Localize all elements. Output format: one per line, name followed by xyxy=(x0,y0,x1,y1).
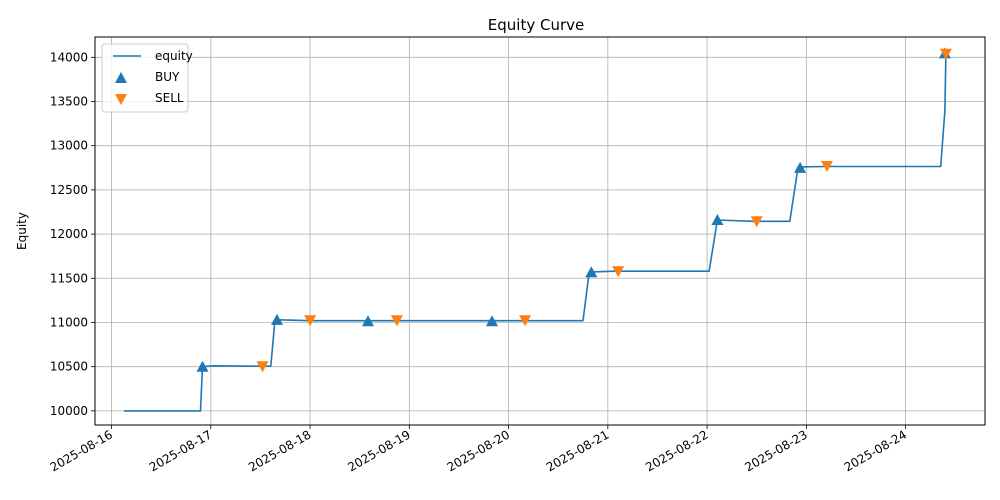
buy-marker xyxy=(362,315,374,327)
sell-marker xyxy=(390,315,403,327)
buy-marker xyxy=(271,313,283,325)
sell-marker xyxy=(750,216,763,228)
buy-marker xyxy=(711,214,724,225)
y-tick-label: 14000 xyxy=(50,50,88,64)
buy-marker xyxy=(794,161,807,173)
sell-marker xyxy=(519,315,532,327)
sell-marker xyxy=(304,315,317,327)
legend-buy-label: BUY xyxy=(155,70,180,84)
legend-buy-marker xyxy=(115,72,127,83)
y-axis-label: Equity xyxy=(15,212,29,250)
sell-marker xyxy=(821,161,833,172)
sell-marker xyxy=(939,48,952,60)
y-tick-label: 10000 xyxy=(50,404,88,418)
y-tick-label: 10500 xyxy=(50,360,88,374)
buy-marker xyxy=(486,315,498,327)
y-tick-label: 12500 xyxy=(50,183,88,197)
buy-marker xyxy=(196,360,209,372)
buy-marker xyxy=(585,266,598,278)
sell-marker xyxy=(256,361,269,373)
y-tick-label: 11000 xyxy=(50,315,88,329)
trade-markers xyxy=(196,47,952,373)
legend-equity-label: equity xyxy=(155,49,193,63)
chart-title: Equity Curve xyxy=(488,16,584,34)
sell-marker xyxy=(612,266,625,278)
y-tick-label: 12000 xyxy=(50,227,88,241)
y-tick-label: 11500 xyxy=(50,271,88,285)
plot-area-frame xyxy=(94,36,986,426)
grid-lines xyxy=(95,37,985,425)
y-tick-label: 13500 xyxy=(50,95,88,109)
legend: equity BUY SELL xyxy=(101,43,193,113)
legend-sell-label: SELL xyxy=(155,91,184,105)
y-axis-ticks: 10000 10500 11000 11500 12000 12500 13000 13500… xyxy=(50,50,95,418)
y-tick-label: 13000 xyxy=(50,139,88,153)
legend-sell-marker xyxy=(115,94,127,105)
